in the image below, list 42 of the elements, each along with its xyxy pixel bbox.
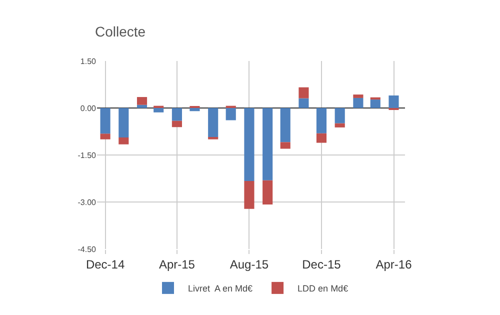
y-tick-label: 1.50 (80, 56, 97, 66)
x-tick-label: Apr-15 (158, 257, 196, 272)
chart-title: Collecte (95, 23, 146, 40)
bar (100, 134, 110, 140)
bar (334, 108, 345, 124)
legend-label: Livret A en Md€ (188, 283, 253, 294)
bar (262, 108, 273, 180)
legend-label: LDD en Md€ (298, 283, 348, 294)
bar (334, 123, 345, 128)
bar (154, 108, 164, 112)
bar (100, 108, 110, 134)
y-tick-label: -1.50 (78, 150, 97, 160)
x-tick-label: Apr-16 (376, 257, 412, 272)
x-tick-label: Dec-14 (86, 257, 125, 272)
bar (353, 98, 364, 108)
bar (298, 87, 309, 98)
bar (298, 98, 309, 108)
bar (262, 180, 273, 205)
y-tick-label: -3.00 (78, 198, 97, 207)
bar (172, 108, 182, 121)
x-tick-label: Aug-15 (230, 257, 269, 272)
bar (172, 120, 182, 128)
bar (280, 142, 290, 149)
bar (118, 137, 129, 144)
y-tick-label: 0.00 (80, 104, 97, 113)
bar (370, 97, 380, 100)
bar (190, 108, 200, 112)
x-tick-label: Dec-15 (302, 257, 342, 272)
bar (370, 100, 380, 108)
bar (136, 97, 148, 105)
bar (208, 108, 218, 138)
bar (353, 94, 364, 98)
bar (226, 108, 236, 120)
bar (388, 95, 399, 108)
bar (244, 181, 254, 209)
bar (316, 133, 327, 143)
bar (136, 104, 148, 108)
bar (280, 108, 290, 142)
bar (244, 108, 254, 182)
y-tick-label: -4.50 (78, 244, 97, 254)
bar (316, 108, 327, 134)
bar (118, 108, 129, 138)
